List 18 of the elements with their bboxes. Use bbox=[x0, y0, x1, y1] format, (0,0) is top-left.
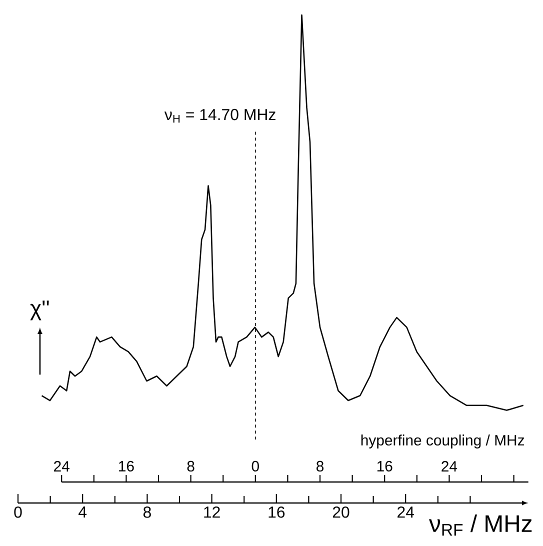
x2-axis-title: hyperfine coupling / MHz bbox=[361, 434, 524, 448]
x-tick-label: 24 bbox=[398, 506, 414, 518]
ref-line-label: ν$_{H}$ = 14.70 MHz bbox=[164, 108, 276, 123]
x2-tick-label: 0 bbox=[252, 460, 259, 472]
x2-tick-label: 24 bbox=[442, 461, 458, 472]
x-axis-title: ν$_{RF}$ / MHz bbox=[428, 514, 532, 536]
x-tick-label: 20 bbox=[332, 506, 350, 518]
x-tick-label: 16 bbox=[268, 506, 285, 518]
x2-tick-label: 24 bbox=[54, 461, 70, 472]
x-tick-label: 12 bbox=[204, 506, 220, 518]
x-tick-label: 0 bbox=[14, 506, 22, 518]
x-tick-label: 8 bbox=[143, 506, 151, 518]
y-axis-title: χ'' bbox=[30, 300, 49, 320]
x2-tick-label: 16 bbox=[119, 460, 134, 472]
x2-tick-label: 16 bbox=[377, 460, 392, 472]
x2-tick-label: 8 bbox=[316, 460, 324, 472]
x2-tick-label: 8 bbox=[187, 460, 194, 472]
x-tick-label: 4 bbox=[78, 506, 87, 518]
